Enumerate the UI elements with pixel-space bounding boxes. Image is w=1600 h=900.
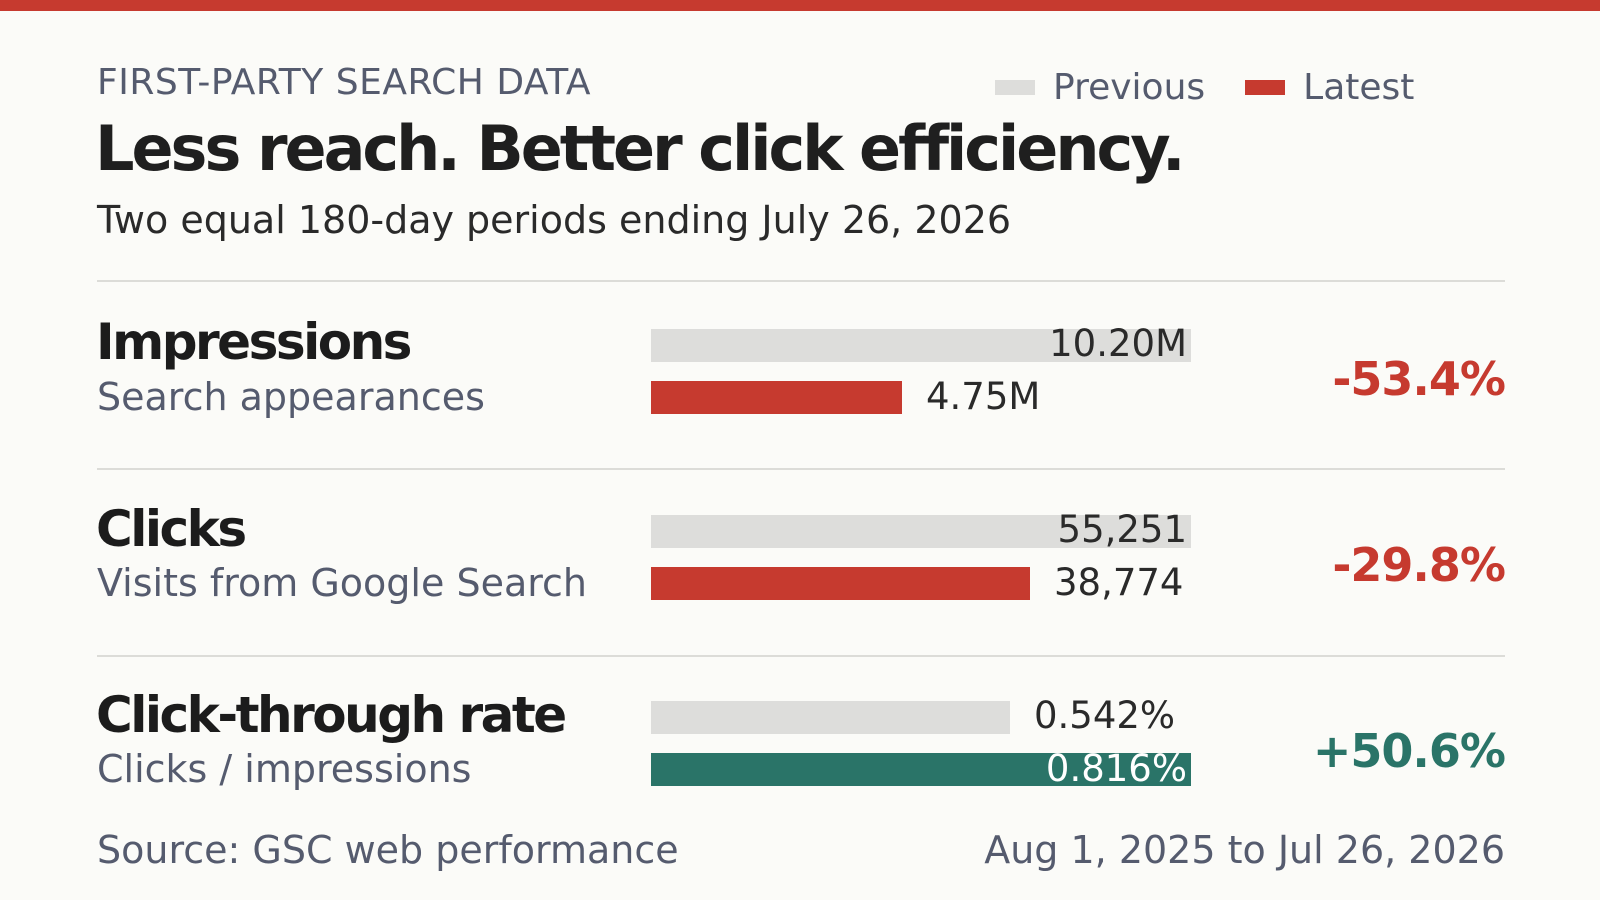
bar-previous-clicks bbox=[651, 515, 1191, 548]
legend-swatch-previous bbox=[995, 79, 1035, 95]
top-accent-bar bbox=[0, 0, 1600, 11]
bar-previous-ctr bbox=[651, 701, 1010, 734]
bar-latest-ctr bbox=[651, 753, 1191, 786]
bar-previous-impressions bbox=[651, 329, 1191, 362]
legend: Previous Latest bbox=[995, 62, 1414, 112]
kicker: FIRST-PARTY SEARCH DATA bbox=[97, 62, 592, 103]
metric-name-clicks: Clicks bbox=[96, 500, 247, 558]
divider bbox=[97, 655, 1505, 657]
legend-label-previous: Previous bbox=[1053, 66, 1206, 108]
value-latest-ctr: 0.816% bbox=[1045, 747, 1187, 790]
value-previous-ctr: 0.542% bbox=[1034, 694, 1176, 737]
divider bbox=[97, 280, 1505, 282]
value-previous-impressions: 10.20M bbox=[1049, 322, 1187, 365]
metric-desc-impressions: Search appearances bbox=[97, 375, 485, 419]
source-note: Source: GSC web performance bbox=[97, 828, 679, 872]
legend-item-latest: Latest bbox=[1245, 67, 1414, 108]
change-clicks: -29.8% bbox=[1332, 538, 1506, 592]
chart-subtitle: Two equal 180-day periods ending July 26… bbox=[97, 198, 1012, 242]
date-range: Aug 1, 2025 to Jul 26, 2026 bbox=[984, 828, 1505, 872]
change-impressions: -53.4% bbox=[1332, 352, 1506, 406]
metric-name-impressions: Impressions bbox=[96, 313, 412, 371]
metric-desc-ctr: Clicks / impressions bbox=[97, 747, 472, 791]
bar-latest-impressions bbox=[651, 381, 902, 414]
change-ctr: +50.6% bbox=[1312, 724, 1506, 778]
metric-desc-clicks: Visits from Google Search bbox=[97, 561, 587, 605]
legend-label-latest: Latest bbox=[1303, 66, 1415, 108]
metric-name-ctr: Click-through rate bbox=[96, 686, 567, 744]
bar-latest-clicks bbox=[651, 567, 1030, 600]
value-latest-clicks: 38,774 bbox=[1054, 561, 1184, 604]
legend-item-previous: Previous bbox=[995, 67, 1205, 108]
divider bbox=[97, 468, 1505, 470]
value-latest-impressions: 4.75M bbox=[926, 375, 1041, 418]
chart-title: Less reach. Better click efficiency. bbox=[95, 112, 1186, 185]
value-previous-clicks: 55,251 bbox=[1057, 508, 1187, 551]
legend-swatch-latest bbox=[1245, 79, 1286, 95]
